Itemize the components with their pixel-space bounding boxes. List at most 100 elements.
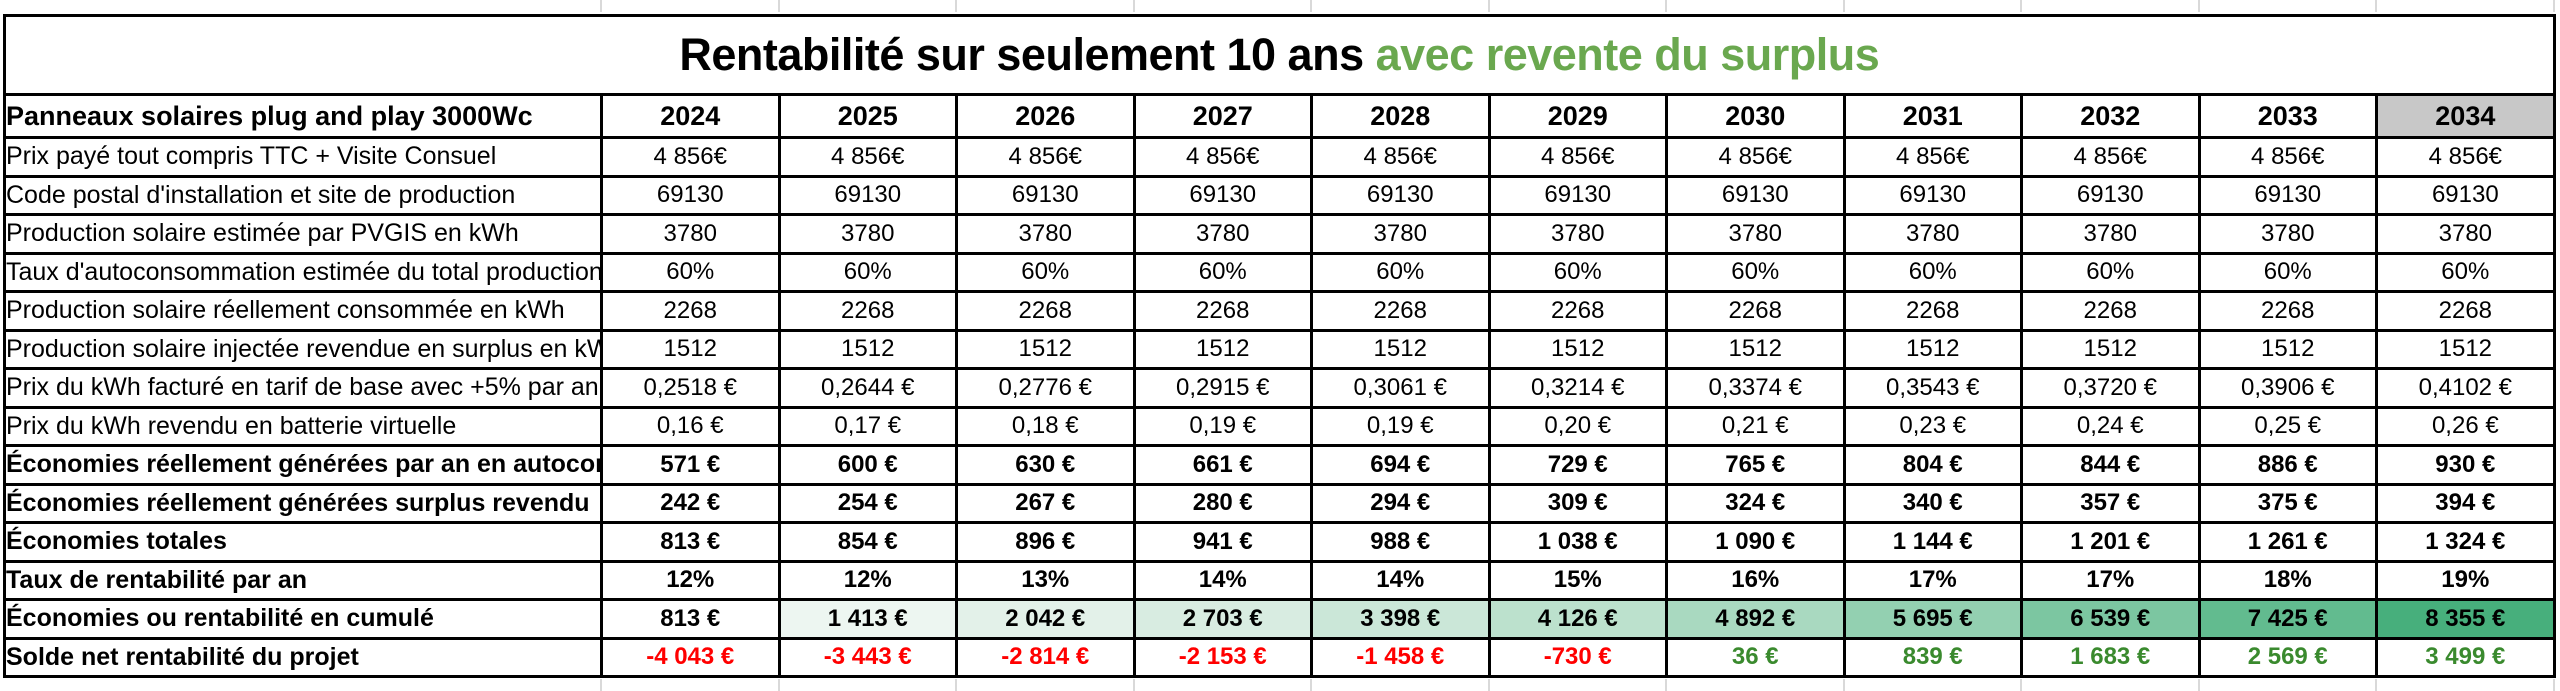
value-cell[interactable]: 12% [777, 559, 958, 601]
value-cell[interactable]: 4 856€ [1310, 136, 1491, 178]
value-cell[interactable]: 69130 [1132, 174, 1313, 216]
value-cell[interactable]: 267 € [955, 482, 1136, 524]
value-cell[interactable]: 15% [1487, 559, 1668, 601]
value-cell[interactable]: 3780 [1665, 213, 1846, 255]
value-cell[interactable]: 3780 [1842, 213, 2023, 255]
value-cell[interactable]: 0,2776 € [955, 367, 1136, 409]
value-cell[interactable]: 844 € [2020, 444, 2201, 486]
value-cell[interactable]: 3 499 € [2375, 636, 2556, 678]
row-label[interactable]: Économies totales [3, 521, 603, 563]
value-cell[interactable]: 3780 [1310, 213, 1491, 255]
value-cell[interactable]: 0,3543 € [1842, 367, 2023, 409]
table-title-cell[interactable]: Rentabilité sur seulement 10 ans avec re… [3, 14, 2556, 96]
value-cell[interactable]: 0,17 € [777, 405, 958, 447]
value-cell[interactable]: 60% [1132, 251, 1313, 293]
value-cell[interactable]: 2 703 € [1132, 598, 1313, 640]
value-cell[interactable]: 69130 [2375, 174, 2556, 216]
value-cell[interactable]: 1 201 € [2020, 521, 2201, 563]
value-cell[interactable]: 4 856€ [1132, 136, 1313, 178]
row-label[interactable]: Production solaire injectée revendue en … [3, 328, 603, 370]
value-cell[interactable]: -730 € [1487, 636, 1668, 678]
value-cell[interactable]: 4 856€ [2020, 136, 2201, 178]
value-cell[interactable]: 69130 [2020, 174, 2201, 216]
year-header-cell-2033[interactable]: 2033 [2197, 93, 2378, 139]
value-cell[interactable]: 69130 [600, 174, 781, 216]
value-cell[interactable]: 6 539 € [2020, 598, 2201, 640]
value-cell[interactable]: 7 425 € [2197, 598, 2378, 640]
value-cell[interactable]: 3780 [600, 213, 781, 255]
value-cell[interactable]: 0,18 € [955, 405, 1136, 447]
value-cell[interactable]: 17% [1842, 559, 2023, 601]
value-cell[interactable]: 280 € [1132, 482, 1313, 524]
value-cell[interactable]: 729 € [1487, 444, 1668, 486]
value-cell[interactable]: 1512 [1487, 328, 1668, 370]
row-label[interactable]: Prix payé tout compris TTC + Visite Cons… [3, 136, 603, 178]
value-cell[interactable]: 69130 [1310, 174, 1491, 216]
value-cell[interactable]: 60% [777, 251, 958, 293]
value-cell[interactable]: 0,3374 € [1665, 367, 1846, 409]
value-cell[interactable]: 2268 [600, 290, 781, 332]
value-cell[interactable]: 4 856€ [955, 136, 1136, 178]
year-header-cell-2027[interactable]: 2027 [1132, 93, 1313, 139]
value-cell[interactable]: 69130 [955, 174, 1136, 216]
year-header-cell-2026[interactable]: 2026 [955, 93, 1136, 139]
value-cell[interactable]: 0,21 € [1665, 405, 1846, 447]
value-cell[interactable]: 813 € [600, 598, 781, 640]
value-cell[interactable]: 14% [1310, 559, 1491, 601]
value-cell[interactable]: 254 € [777, 482, 958, 524]
value-cell[interactable]: 571 € [600, 444, 781, 486]
value-cell[interactable]: 375 € [2197, 482, 2378, 524]
value-cell[interactable]: 0,19 € [1310, 405, 1491, 447]
row-label[interactable]: Économies réellement générées par an en … [3, 444, 603, 486]
value-cell[interactable]: 1512 [1665, 328, 1846, 370]
value-cell[interactable]: 4 856€ [1487, 136, 1668, 178]
row-label[interactable]: Prix du kWh revendu en batterie virtuell… [3, 405, 603, 447]
value-cell[interactable]: 3780 [777, 213, 958, 255]
year-header-cell-2029[interactable]: 2029 [1487, 93, 1668, 139]
value-cell[interactable]: 0,16 € [600, 405, 781, 447]
row-label[interactable]: Solde net rentabilité du projet [3, 636, 603, 678]
row-label[interactable]: Prix du kWh facturé en tarif de base ave… [3, 367, 603, 409]
value-cell[interactable]: 17% [2020, 559, 2201, 601]
value-cell[interactable]: 0,3906 € [2197, 367, 2378, 409]
value-cell[interactable]: 309 € [1487, 482, 1668, 524]
value-cell[interactable]: 1 090 € [1665, 521, 1846, 563]
value-cell[interactable]: 2268 [955, 290, 1136, 332]
value-cell[interactable]: 69130 [1487, 174, 1668, 216]
year-header-cell-2032[interactable]: 2032 [2020, 93, 2201, 139]
value-cell[interactable]: 2268 [777, 290, 958, 332]
value-cell[interactable]: 1 683 € [2020, 636, 2201, 678]
value-cell[interactable]: 5 695 € [1842, 598, 2023, 640]
value-cell[interactable]: 4 856€ [777, 136, 958, 178]
year-header-cell-2030[interactable]: 2030 [1665, 93, 1846, 139]
value-cell[interactable]: 294 € [1310, 482, 1491, 524]
value-cell[interactable]: -3 443 € [777, 636, 958, 678]
value-cell[interactable]: 630 € [955, 444, 1136, 486]
value-cell[interactable]: 0,24 € [2020, 405, 2201, 447]
value-cell[interactable]: 1512 [2197, 328, 2378, 370]
value-cell[interactable]: 2268 [2197, 290, 2378, 332]
value-cell[interactable]: 12% [600, 559, 781, 601]
value-cell[interactable]: 16% [1665, 559, 1846, 601]
value-cell[interactable]: 4 856€ [1665, 136, 1846, 178]
value-cell[interactable]: 14% [1132, 559, 1313, 601]
value-cell[interactable]: 3780 [2020, 213, 2201, 255]
corner-header-cell[interactable]: Panneaux solaires plug and play 3000Wc [3, 93, 603, 139]
value-cell[interactable]: 1512 [1310, 328, 1491, 370]
value-cell[interactable]: 3780 [2197, 213, 2378, 255]
value-cell[interactable]: -4 043 € [600, 636, 781, 678]
value-cell[interactable]: 4 856€ [1842, 136, 2023, 178]
value-cell[interactable]: 0,19 € [1132, 405, 1313, 447]
value-cell[interactable]: 765 € [1665, 444, 1846, 486]
value-cell[interactable]: 1512 [777, 328, 958, 370]
value-cell[interactable]: 1 038 € [1487, 521, 1668, 563]
value-cell[interactable]: 813 € [600, 521, 781, 563]
value-cell[interactable]: 3780 [955, 213, 1136, 255]
value-cell[interactable]: 60% [1665, 251, 1846, 293]
value-cell[interactable]: 4 892 € [1665, 598, 1846, 640]
value-cell[interactable]: 394 € [2375, 482, 2556, 524]
value-cell[interactable]: 0,2915 € [1132, 367, 1313, 409]
value-cell[interactable]: 600 € [777, 444, 958, 486]
value-cell[interactable]: 69130 [1842, 174, 2023, 216]
value-cell[interactable]: 69130 [1665, 174, 1846, 216]
